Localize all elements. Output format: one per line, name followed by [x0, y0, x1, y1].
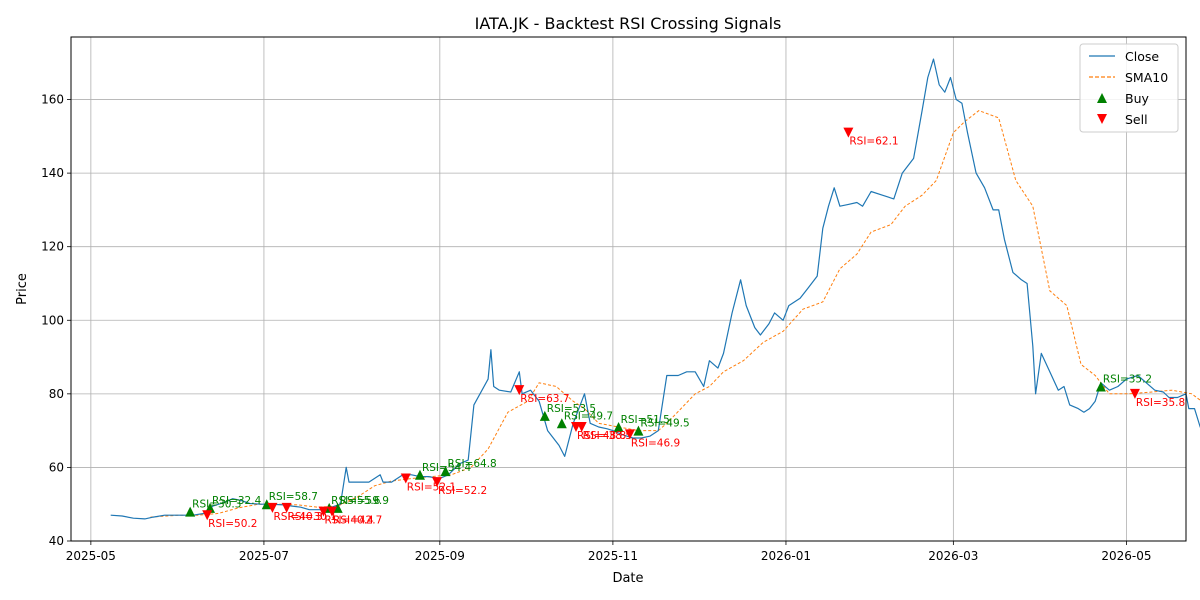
x-tick-label: 2025-09	[415, 549, 465, 563]
buy-markers	[185, 381, 1106, 517]
y-tick-label: 140	[41, 166, 64, 180]
sell-marker	[431, 477, 442, 488]
y-tick-label: 100	[41, 313, 64, 327]
buy-rsi-label: RSI=51.5	[621, 414, 670, 426]
buy-marker	[261, 499, 272, 510]
buy-rsi-label: RSI=54.4	[422, 462, 472, 474]
x-axis-ticks: 2025-05 2025-07 2025-09 2025-11 2026-01 2026-…	[66, 541, 1151, 563]
sell-marker	[843, 127, 854, 138]
buy-rsi-label: RSI=55.6	[331, 495, 381, 507]
y-tick-label: 160	[41, 93, 64, 107]
legend-sma-label: SMA10	[1125, 70, 1168, 85]
sell-marker	[281, 502, 292, 513]
buy-marker	[633, 425, 644, 436]
y-tick-label: 120	[41, 240, 64, 254]
buy-rsi-label: RSI=58.7	[269, 491, 318, 503]
buy-rsi-label: RSI=49.5	[640, 418, 689, 430]
sma10-line	[150, 110, 1200, 518]
x-tick-label: 2025-07	[239, 549, 289, 563]
legend-sell-swatch	[1097, 114, 1107, 124]
buy-rsi-label: RSI=49.7	[564, 410, 613, 422]
sell-rsi-label: RSI=42.7	[333, 515, 382, 527]
sell-rsi-label: RSI=30.1	[288, 511, 337, 523]
sell-rsi-label: RSI=40.3	[273, 511, 322, 523]
buy-marker	[440, 466, 451, 477]
x-tick-label: 2026-01	[761, 549, 811, 563]
close-line	[110, 58, 1200, 520]
sell-marker	[318, 506, 329, 517]
x-tick-label: 2026-05	[1101, 549, 1151, 563]
x-tick-label: 2026-03	[928, 549, 978, 563]
sell-rsi-label: RSI=52.1	[407, 481, 456, 493]
y-tick-label: 80	[49, 387, 64, 401]
legend-buy-label: Buy	[1125, 91, 1149, 106]
legend-close-label: Close	[1125, 49, 1159, 64]
sell-rsi-label: RSI=48.8	[577, 430, 626, 442]
grid-lines	[71, 37, 1186, 542]
buy-marker	[613, 421, 624, 432]
sell-markers	[202, 127, 1140, 521]
sell-marker	[514, 385, 525, 396]
sell-rsi-label: RSI=35.8	[1136, 397, 1185, 409]
buy-rsi-label: RSI=64.8	[448, 458, 497, 470]
y-tick-label: 40	[49, 534, 64, 548]
sell-rsi-label: RSI=50.2	[208, 518, 257, 530]
sell-rsi-label: RSI=38.5	[583, 430, 632, 442]
buy-marker	[539, 410, 550, 421]
x-axis-label: Date	[612, 571, 643, 586]
y-axis-ticks: 40 60 80 100 120 140 160	[41, 93, 71, 548]
y-tick-label: 60	[49, 460, 64, 474]
buy-marker	[556, 418, 567, 429]
legend: Close SMA10 Buy Sell	[1079, 43, 1179, 133]
sell-marker	[624, 429, 635, 440]
buy-rsi-label: RSI=35.2	[1103, 373, 1152, 385]
sell-marker	[327, 506, 338, 517]
sell-rsi-label: RSI=40.4	[325, 515, 375, 527]
sell-rsi-label: RSI=52.2	[438, 485, 487, 497]
sma10-series	[150, 110, 1200, 518]
sell-rsi-label: RSI=46.9	[631, 437, 680, 449]
legend-box	[1079, 43, 1179, 133]
legend-buy-swatch	[1097, 93, 1107, 103]
sell-marker	[576, 421, 587, 432]
plot-frame	[70, 36, 1187, 542]
buy-marker	[414, 469, 425, 480]
buy-marker	[1095, 381, 1106, 392]
chart-title: IATA.JK - Backtest RSI Crossing Signals	[475, 14, 782, 33]
sell-marker	[400, 473, 411, 484]
x-tick-label: 2025-05	[66, 549, 116, 563]
sell-rsi-label: RSI=62.1	[849, 136, 898, 148]
buy-marker	[185, 506, 196, 517]
buy-rsi-label: RSI=53.5	[547, 403, 596, 415]
sell-rsi-label: RSI=63.7	[520, 393, 569, 405]
sell-marker	[267, 502, 278, 513]
buy-rsi-label: RSI=32.4	[212, 495, 262, 507]
buy-marker	[332, 502, 343, 513]
buy-rsi-label: RSI=59.9	[340, 495, 389, 507]
y-axis-label: Price	[15, 273, 30, 305]
buy-rsi-label: RSI=30.3	[192, 499, 241, 511]
x-tick-label: 2025-11	[588, 549, 638, 563]
sell-marker	[202, 510, 213, 521]
sell-marker	[1129, 388, 1140, 399]
close-series	[110, 58, 1200, 520]
legend-sell-label: Sell	[1125, 112, 1148, 127]
